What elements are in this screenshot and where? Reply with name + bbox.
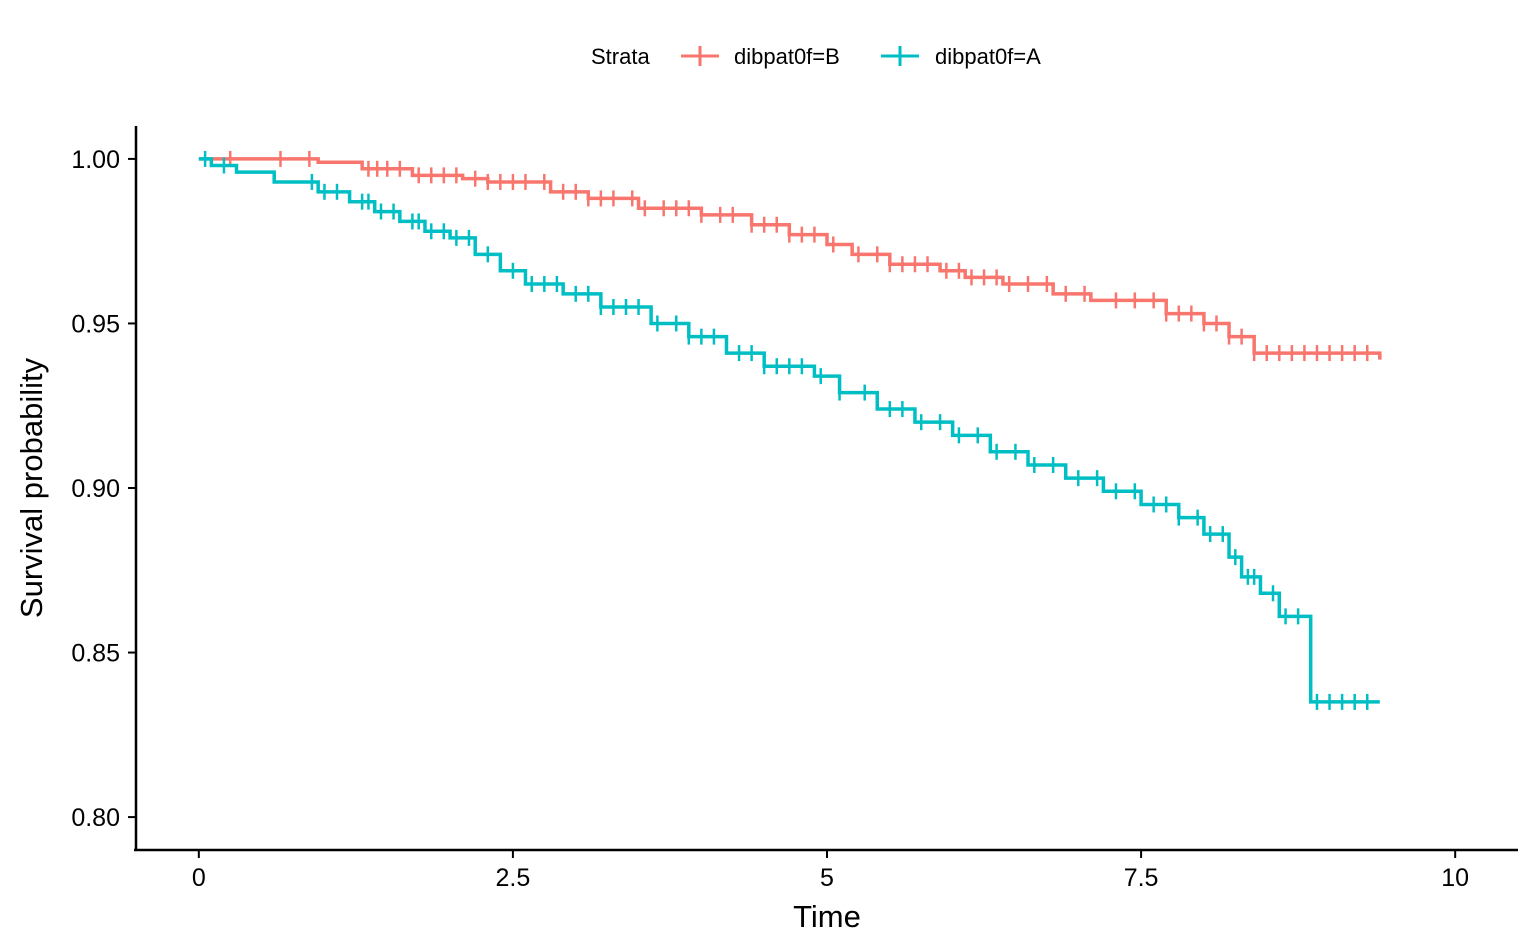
series-dibpat0f-a — [198, 150, 1380, 710]
legend-title: Strata — [591, 44, 650, 69]
x-tick-label: 5 — [820, 864, 834, 892]
legend-label-a: dibpat0f=A — [935, 44, 1041, 69]
x-tick-label: 0 — [192, 864, 206, 892]
legend: Strata dibpat0f=B dibpat0f=A — [591, 44, 1041, 69]
y-axis-ticks: 0.80 0.85 0.90 0.95 1.00 — [71, 146, 136, 832]
y-tick-label: 0.85 — [71, 640, 120, 668]
y-tick-label: 1.00 — [71, 146, 120, 174]
survival-curve — [198, 157, 1382, 360]
y-tick-label: 0.95 — [71, 310, 120, 338]
y-axis-title: Survival probability — [14, 357, 49, 618]
x-tick-label: 2.5 — [496, 864, 531, 892]
y-tick-label: 0.90 — [71, 475, 120, 503]
x-tick-label: 10 — [1441, 864, 1469, 892]
x-tick-label: 7.5 — [1124, 864, 1159, 892]
x-axis-title: Time — [793, 899, 861, 934]
legend-label-b: dibpat0f=B — [734, 44, 840, 69]
y-tick-label: 0.80 — [71, 804, 120, 832]
series-layer — [198, 150, 1382, 710]
series-dibpat0f-b — [198, 150, 1382, 362]
x-axis-ticks: 0 2.5 5 7.5 10 — [192, 850, 1469, 892]
